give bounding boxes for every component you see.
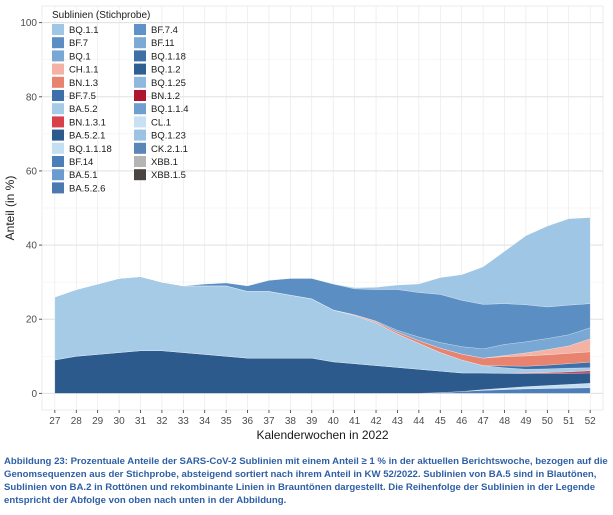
x-tick-label: 34 <box>199 416 211 427</box>
legend-label: XBB.1 <box>151 157 178 168</box>
legend-label: BF.7.4 <box>151 25 178 36</box>
legend-label: BF.14 <box>69 157 93 168</box>
x-tick-label: 48 <box>499 416 511 427</box>
legend-title: Sublinien (Stichprobe) <box>52 10 150 21</box>
legend-swatch <box>134 169 146 181</box>
x-tick-label: 29 <box>92 416 104 427</box>
legend-swatch <box>52 116 64 128</box>
x-tick-label: 31 <box>135 416 147 427</box>
x-tick-label: 30 <box>114 416 126 427</box>
legend-label: BN.1.3 <box>69 78 98 89</box>
y-tick-label: 40 <box>26 241 38 252</box>
legend-swatch <box>52 129 64 141</box>
legend-label: BQ.1 <box>69 51 91 62</box>
x-tick-label: 52 <box>585 416 597 427</box>
x-tick-label: 49 <box>520 416 532 427</box>
x-tick-label: 51 <box>563 416 575 427</box>
x-tick-label: 42 <box>370 416 382 427</box>
legend-swatch <box>52 50 64 62</box>
legend-label: CK.2.1.1 <box>151 144 188 155</box>
legend-swatch <box>134 116 146 128</box>
legend-label: BQ.1.18 <box>151 51 186 62</box>
x-tick-label: 27 <box>49 416 61 427</box>
legend-swatch <box>52 24 64 35</box>
x-tick-label: 47 <box>478 416 490 427</box>
legend-label: BQ.1.25 <box>151 78 186 89</box>
y-tick-label: 100 <box>20 18 37 29</box>
legend-label: BA.5.2.1 <box>69 131 105 142</box>
legend-label: CH.1.1 <box>69 65 99 76</box>
x-tick-label: 46 <box>456 416 468 427</box>
x-tick-label: 50 <box>542 416 554 427</box>
legend-label: BF.7.5 <box>69 91 96 102</box>
axes: 0 20 40 60 80 100 27 28 29 30 31 32 33 34 35 36 37 38 39 40… <box>3 18 597 442</box>
legend-swatch <box>134 37 146 49</box>
legend-swatch <box>134 103 146 115</box>
stacked-area-chart: 0 20 40 60 80 100 27 28 29 30 31 32 33 34 35 36 37 38 39 40… <box>3 5 604 442</box>
legend-swatch <box>134 142 146 154</box>
x-tick-label: 35 <box>221 416 233 427</box>
x-tick-label: 39 <box>306 416 318 427</box>
legend-swatch <box>52 37 64 49</box>
legend-label: BN.1.2 <box>151 91 180 102</box>
x-tick-label: 28 <box>71 416 83 427</box>
x-tick-label: 41 <box>349 416 361 427</box>
y-axis-label: Anteil (in %) <box>3 176 17 241</box>
legend-swatch <box>134 90 146 101</box>
legend-swatch <box>52 63 64 75</box>
legend-swatch <box>134 50 146 62</box>
x-tick-label: 32 <box>156 416 168 427</box>
legend-label: BQ.1.1.18 <box>69 144 112 155</box>
x-tick-label: 38 <box>285 416 297 427</box>
legend-label: BQ.1.2 <box>151 65 181 76</box>
x-tick-label: 33 <box>178 416 190 427</box>
y-tick-label: 80 <box>26 92 38 103</box>
legend-label: BF.7 <box>69 38 88 49</box>
area-bq-1-1 <box>54 217 591 308</box>
legend-label: BN.1.3.1 <box>69 117 106 128</box>
y-tick-label: 0 <box>31 389 37 400</box>
legend-label: BQ.1.23 <box>151 131 186 142</box>
x-tick-label: 40 <box>328 416 340 427</box>
figure-caption: Abbildung 23: Prozentuale Anteile der SA… <box>4 456 608 506</box>
x-tick-label: 37 <box>263 416 275 427</box>
legend-swatch <box>52 76 64 88</box>
x-tick-label: 36 <box>242 416 254 427</box>
x-axis-label: Kalenderwochen in 2022 <box>256 428 388 440</box>
y-tick-label: 60 <box>26 166 38 177</box>
legend-label: BA.5.2.6 <box>69 183 105 194</box>
y-tick-label: 20 <box>26 315 38 326</box>
x-tick-label: 44 <box>413 416 425 427</box>
legend: Sublinien (Stichprobe) BQ.1.1 BF.7 BQ.1 CH.1… <box>52 10 189 194</box>
legend-swatch <box>52 156 64 167</box>
legend-swatch <box>134 156 146 167</box>
legend-swatch <box>52 103 64 115</box>
legend-swatch <box>52 169 64 181</box>
legend-swatch <box>134 63 146 75</box>
legend-label: BA.5.1 <box>69 170 98 181</box>
chart-container: 0 20 40 60 80 100 27 28 29 30 31 32 33 34 35 36 37 38 39 40… <box>3 5 604 442</box>
legend-label: BF.11 <box>151 38 175 49</box>
legend-swatch <box>134 129 146 141</box>
legend-label: BQ.1.1.4 <box>151 104 189 115</box>
legend-label: BQ.1.1 <box>69 25 99 36</box>
legend-swatch <box>52 90 64 101</box>
legend-label: BA.5.2 <box>69 104 98 115</box>
legend-label: XBB.1.5 <box>151 170 186 181</box>
legend-swatch <box>134 24 146 35</box>
x-tick-label: 43 <box>392 416 404 427</box>
legend-swatch <box>134 76 146 88</box>
x-tick-label: 45 <box>435 416 447 427</box>
legend-swatch <box>52 182 64 194</box>
legend-label: CL.1 <box>151 117 171 128</box>
legend-swatch <box>52 142 64 154</box>
area-layers <box>54 217 591 394</box>
